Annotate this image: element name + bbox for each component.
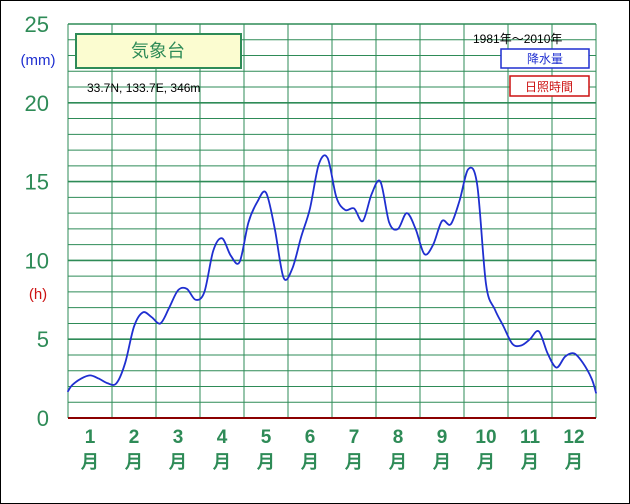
- location-label: 33.7N, 133.7E, 346m: [87, 81, 200, 95]
- y-tick-label: 25: [25, 12, 49, 37]
- y-tick-label: 5: [37, 327, 49, 352]
- month-number-label: 9: [437, 427, 448, 448]
- y-tick-label: 20: [25, 91, 49, 116]
- month-suffix-label: 月: [564, 452, 583, 473]
- legend-sunshine-label: 日照時間: [525, 80, 573, 94]
- month-suffix-label: 月: [476, 452, 495, 473]
- month-suffix-label: 月: [344, 452, 363, 473]
- legend-precip-box: [500, 48, 590, 69]
- y-axis-ticks: 0 5 10 15 20 25: [25, 12, 49, 431]
- month-suffix-label: 月: [388, 452, 407, 473]
- legend-sunshine-box: [509, 75, 590, 97]
- series-line-precipitation: [67, 154, 597, 394]
- month-number-label: 2: [129, 427, 140, 448]
- y-tick-label: 15: [25, 170, 49, 195]
- month-suffix-label: 月: [432, 452, 451, 473]
- month-number-label: 12: [563, 427, 584, 448]
- period-label: 1981年〜2010年: [473, 32, 562, 46]
- month-number-label: 1: [85, 427, 96, 448]
- month-suffix-label: 月: [256, 452, 275, 473]
- legend-precip-label: 降水量: [527, 52, 563, 66]
- month-suffix-label: 月: [212, 452, 231, 473]
- y-unit-mm: (mm): [21, 52, 56, 69]
- month-number-label: 4: [217, 427, 228, 448]
- month-number-label: 6: [305, 427, 316, 448]
- month-suffix-label: 月: [300, 452, 319, 473]
- title-box: [75, 33, 242, 69]
- series-layer: [67, 154, 597, 394]
- month-labels: 1 月 2 月 3 月 4 月 5 月 6 月 7 月 8 月 9 月 10 月 11 月 12 月: [80, 427, 585, 473]
- month-number-label: 10: [475, 427, 496, 448]
- chart-title: 気象台: [131, 41, 185, 62]
- month-number-label: 11: [520, 427, 541, 448]
- month-suffix-label: 月: [124, 452, 143, 473]
- month-number-label: 5: [261, 427, 272, 448]
- month-number-label: 3: [173, 427, 184, 448]
- y-tick-label: 0: [37, 406, 49, 431]
- month-number-label: 7: [349, 427, 360, 448]
- month-number-label: 8: [393, 427, 404, 448]
- y-unit-h: (h): [29, 286, 47, 303]
- month-suffix-label: 月: [168, 452, 187, 473]
- y-tick-label: 10: [25, 248, 49, 273]
- grid: [67, 23, 597, 419]
- month-suffix-label: 月: [80, 452, 99, 473]
- month-suffix-label: 月: [520, 452, 539, 473]
